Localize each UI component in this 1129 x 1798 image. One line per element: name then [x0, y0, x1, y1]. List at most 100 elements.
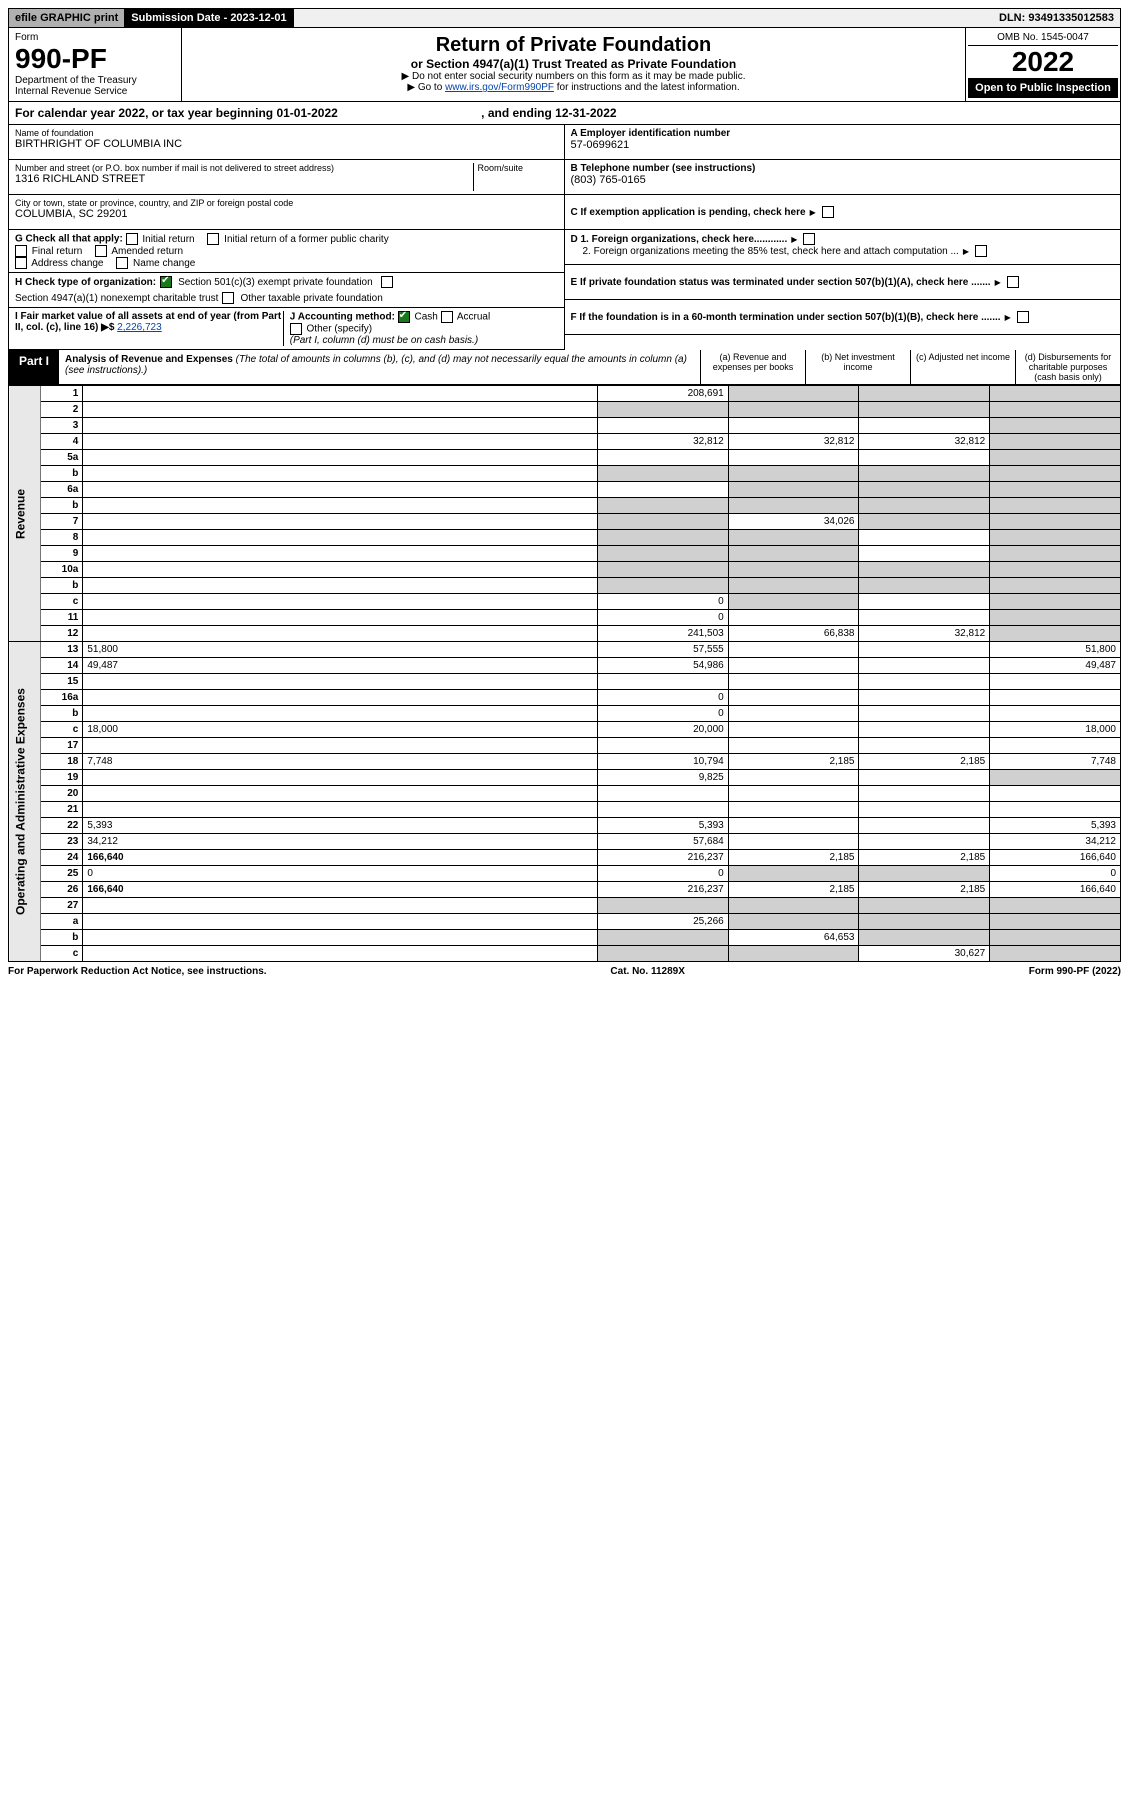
- e-checkbox[interactable]: [1007, 276, 1019, 288]
- amount-cell: [728, 402, 859, 418]
- c-label: C If exemption application is pending, c…: [571, 207, 806, 218]
- amount-cell: [859, 418, 990, 434]
- line-number: 4: [41, 434, 83, 450]
- amount-cell: [859, 866, 990, 882]
- g-checkbox-0[interactable]: [126, 233, 138, 245]
- amount-cell: [597, 530, 728, 546]
- line-desc: [83, 562, 598, 578]
- amount-cell: [990, 578, 1121, 594]
- line-number: c: [41, 946, 83, 962]
- h-4947-checkbox[interactable]: [381, 276, 393, 288]
- line-number: b: [41, 498, 83, 514]
- line-number: 9: [41, 546, 83, 562]
- g-checkbox-1[interactable]: [207, 233, 219, 245]
- table-row: 6a: [9, 482, 1121, 498]
- amount-cell: [859, 386, 990, 402]
- line-number: 25: [41, 866, 83, 882]
- line-number: b: [41, 466, 83, 482]
- table-row: Operating and Administrative Expenses135…: [9, 642, 1121, 658]
- amount-cell: [990, 562, 1121, 578]
- amount-cell: [990, 946, 1121, 962]
- line-number: b: [41, 578, 83, 594]
- amount-cell: [728, 610, 859, 626]
- phone-value: (803) 765-0165: [571, 174, 1115, 186]
- amount-cell: [990, 514, 1121, 530]
- amount-cell: [859, 722, 990, 738]
- amount-cell: 0: [597, 610, 728, 626]
- table-row: 734,026: [9, 514, 1121, 530]
- amount-cell: [859, 530, 990, 546]
- amount-cell: [597, 546, 728, 562]
- amount-cell: [597, 482, 728, 498]
- amount-cell: 25,266: [597, 914, 728, 930]
- amount-cell: [597, 562, 728, 578]
- table-row: a25,266: [9, 914, 1121, 930]
- amount-cell: 2,185: [859, 882, 990, 898]
- c-checkbox[interactable]: [822, 206, 834, 218]
- amount-cell: [990, 690, 1121, 706]
- amount-cell: 166,640: [990, 850, 1121, 866]
- amount-cell: [597, 418, 728, 434]
- amount-cell: 54,986: [597, 658, 728, 674]
- amount-cell: [859, 706, 990, 722]
- d2-checkbox[interactable]: [975, 245, 987, 257]
- table-row: 187,74810,7942,1852,1857,748: [9, 754, 1121, 770]
- j-other-checkbox[interactable]: [290, 323, 302, 335]
- amount-cell: [990, 418, 1121, 434]
- amount-cell: [859, 498, 990, 514]
- amount-cell: [597, 450, 728, 466]
- amount-cell: [597, 738, 728, 754]
- table-row: 2334,21257,68434,212: [9, 834, 1121, 850]
- amount-cell: [728, 690, 859, 706]
- line-desc: [83, 466, 598, 482]
- d1-checkbox[interactable]: [803, 233, 815, 245]
- j-cash-checkbox[interactable]: [398, 311, 410, 323]
- amount-cell: [859, 738, 990, 754]
- amount-cell: [990, 610, 1121, 626]
- g-checkbox-2[interactable]: [15, 245, 27, 257]
- line-number: 11: [41, 610, 83, 626]
- line-desc: [83, 738, 598, 754]
- line-number: 8: [41, 530, 83, 546]
- amount-cell: 51,800: [990, 642, 1121, 658]
- amount-cell: 49,487: [990, 658, 1121, 674]
- g-checkbox-5[interactable]: [116, 257, 128, 269]
- amount-cell: [728, 706, 859, 722]
- amount-cell: [728, 738, 859, 754]
- amount-cell: [728, 914, 859, 930]
- form990pf-link[interactable]: www.irs.gov/Form990PF: [445, 82, 554, 93]
- addr-label: Number and street (or P.O. box number if…: [15, 163, 473, 173]
- amount-cell: 30,627: [859, 946, 990, 962]
- part1-tab: Part I: [9, 350, 59, 384]
- amount-cell: [859, 610, 990, 626]
- j-accrual-checkbox[interactable]: [441, 311, 453, 323]
- amount-cell: 166,640: [990, 882, 1121, 898]
- line-desc: [83, 946, 598, 962]
- e-label: E If private foundation status was termi…: [571, 277, 991, 288]
- line-desc: [83, 930, 598, 946]
- line-number: 2: [41, 402, 83, 418]
- amount-cell: 32,812: [728, 434, 859, 450]
- g-checkbox-4[interactable]: [15, 257, 27, 269]
- amount-cell: 9,825: [597, 770, 728, 786]
- amount-cell: [859, 594, 990, 610]
- i-value-link[interactable]: 2,226,723: [117, 322, 162, 333]
- amount-cell: [728, 722, 859, 738]
- j-label: J Accounting method:: [290, 312, 395, 323]
- calyear-end: , and ending 12-31-2022: [481, 106, 616, 120]
- amount-cell: 0: [990, 866, 1121, 882]
- f-checkbox[interactable]: [1017, 311, 1029, 323]
- h-other-checkbox[interactable]: [222, 292, 234, 304]
- amount-cell: [728, 834, 859, 850]
- table-row: 8: [9, 530, 1121, 546]
- table-row: b: [9, 578, 1121, 594]
- h-501c3-checkbox[interactable]: [160, 276, 172, 288]
- line-desc: [83, 706, 598, 722]
- amount-cell: [859, 402, 990, 418]
- g-checkbox-3[interactable]: [95, 245, 107, 257]
- line-number: 15: [41, 674, 83, 690]
- j-accrual: Accrual: [457, 312, 490, 323]
- col-b-hdr: (b) Net investment income: [805, 350, 910, 384]
- irs-label: Internal Revenue Service: [15, 86, 175, 97]
- amount-cell: 18,000: [990, 722, 1121, 738]
